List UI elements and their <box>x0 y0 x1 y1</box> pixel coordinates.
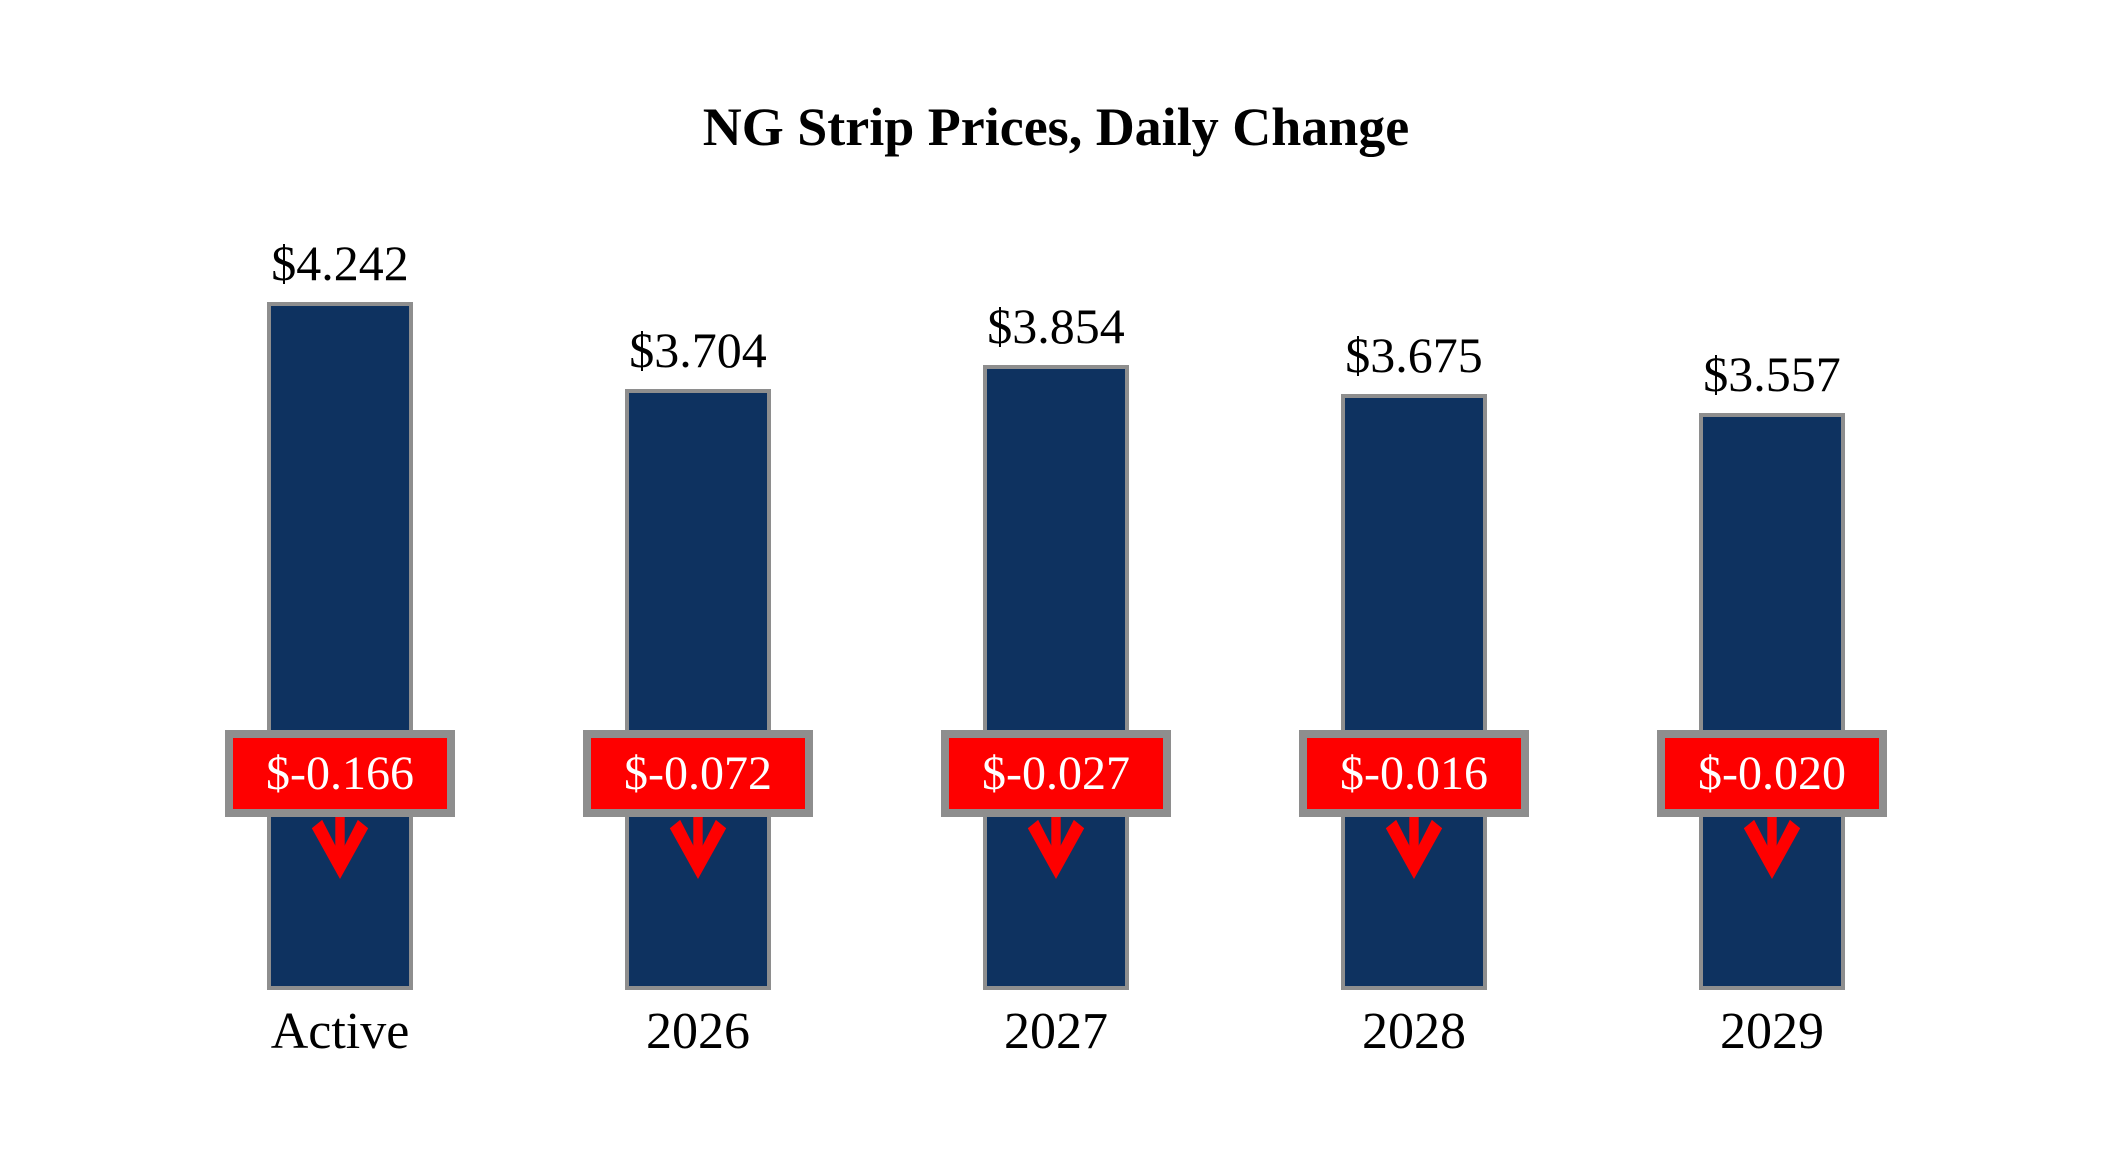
change-badge: $-0.027 <box>941 730 1171 817</box>
category-label: 2026 <box>646 1003 750 1060</box>
bar <box>267 302 413 990</box>
category-label: 2027 <box>1004 1003 1108 1060</box>
bar-group: $3.675 $-0.016 2028 <box>1299 0 1529 1152</box>
change-badge: $-0.166 <box>225 730 455 817</box>
category-label: 2029 <box>1720 1003 1824 1060</box>
down-arrow-icon <box>666 817 730 879</box>
change-badge: $-0.072 <box>583 730 813 817</box>
bar <box>1341 394 1487 990</box>
change-badge-label: $-0.016 <box>1340 746 1488 800</box>
bar <box>1699 413 1845 990</box>
down-arrow-icon <box>308 817 372 879</box>
down-arrow-icon <box>1024 817 1088 879</box>
change-badge-label: $-0.166 <box>266 746 414 800</box>
category-label: Active <box>270 1003 410 1060</box>
change-badge-label: $-0.020 <box>1698 746 1846 800</box>
bar-group: $3.704 $-0.072 2026 <box>583 0 813 1152</box>
change-badge-label: $-0.027 <box>982 746 1130 800</box>
bar-group: $3.854 $-0.027 2027 <box>941 0 1171 1152</box>
bar <box>983 365 1129 990</box>
change-badge: $-0.016 <box>1299 730 1529 817</box>
bar <box>625 389 771 990</box>
bar-value-label: $3.675 <box>1345 327 1483 383</box>
bar-value-label: $3.854 <box>987 298 1125 354</box>
bar-value-label: $3.704 <box>629 322 767 378</box>
bar-group: $3.557 $-0.020 2029 <box>1657 0 1887 1152</box>
bar-group: $4.242 $-0.166 Active <box>225 0 455 1152</box>
change-badge-label: $-0.072 <box>624 746 772 800</box>
down-arrow-icon <box>1382 817 1446 879</box>
down-arrow-icon <box>1740 817 1804 879</box>
chart-title: NG Strip Prices, Daily Change <box>702 97 1410 157</box>
bar-value-label: $4.242 <box>271 235 409 291</box>
change-badge: $-0.020 <box>1657 730 1887 817</box>
category-label: 2028 <box>1362 1003 1466 1060</box>
bar-value-label: $3.557 <box>1703 346 1841 402</box>
